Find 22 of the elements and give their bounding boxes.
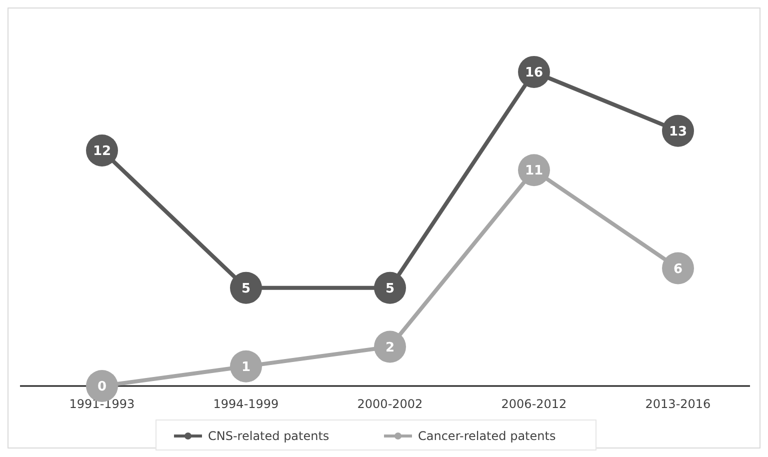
point bbox=[230, 350, 262, 382]
point bbox=[662, 252, 694, 284]
x-tick-label: 2000-2002 bbox=[357, 397, 423, 411]
x-tick-label: 2013-2016 bbox=[645, 397, 711, 411]
data-label: 0 bbox=[97, 380, 107, 395]
point bbox=[374, 272, 406, 304]
x-tick-label: 1991-1993 bbox=[69, 397, 135, 411]
x-tick-label: 1994-1999 bbox=[213, 397, 279, 411]
point bbox=[374, 330, 406, 363]
x-tick-label: 2006-2012 bbox=[501, 397, 567, 411]
legend-label: CNS-related patents bbox=[208, 429, 330, 444]
data-label: 5 bbox=[241, 281, 251, 296]
data-label: 1 bbox=[241, 360, 251, 375]
data-label: 12 bbox=[92, 144, 112, 160]
legend-label: Cancer-related patents bbox=[418, 429, 556, 444]
data-label: 5 bbox=[385, 281, 395, 296]
data-label: 13 bbox=[668, 124, 688, 140]
data-label: 11 bbox=[524, 164, 544, 179]
data-label: 16 bbox=[524, 66, 544, 81]
point bbox=[230, 272, 262, 304]
data-label: 2 bbox=[385, 340, 395, 356]
data-label: 6 bbox=[673, 262, 683, 277]
